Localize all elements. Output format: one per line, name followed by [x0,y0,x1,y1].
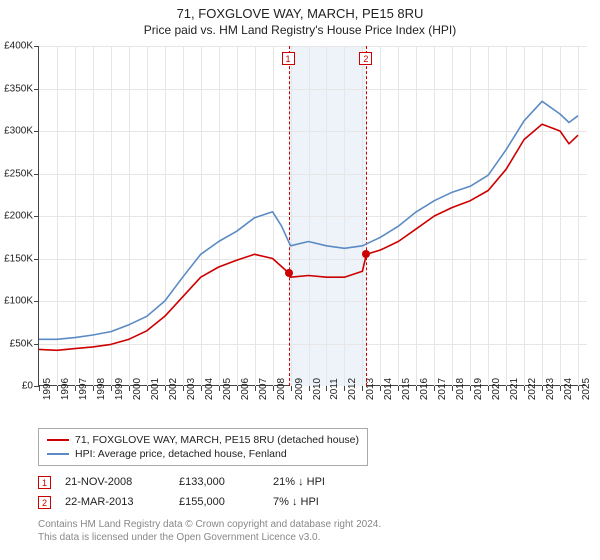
chart-title: 71, FOXGLOVE WAY, MARCH, PE15 8RU [0,0,600,21]
x-tick [560,386,561,391]
x-tick [542,386,543,391]
y-axis-label: £100K [4,296,33,307]
transaction-row-marker: 1 [38,476,51,489]
transaction-price: £133,000 [179,476,259,488]
transaction-marker-label: 1 [282,52,295,65]
y-axis-label: £300K [4,126,33,137]
x-tick [326,386,327,391]
footer-line-2: This data is licensed under the Open Gov… [38,531,381,544]
x-tick [578,386,579,391]
x-tick [452,386,453,391]
transaction-price: £155,000 [179,496,259,508]
x-tick [183,386,184,391]
x-tick [219,386,220,391]
transaction-date: 22-MAR-2013 [65,496,165,508]
y-axis-label: £350K [4,83,33,94]
legend-item: HPI: Average price, detached house, Fenl… [47,447,359,461]
legend-label: HPI: Average price, detached house, Fenl… [75,448,287,460]
x-tick [201,386,202,391]
transaction-row-marker: 2 [38,496,51,509]
chart-container: 71, FOXGLOVE WAY, MARCH, PE15 8RU Price … [0,0,600,560]
transaction-dot [362,250,370,258]
x-tick [344,386,345,391]
x-tick [129,386,130,391]
x-tick [255,386,256,391]
x-tick [434,386,435,391]
x-tick [93,386,94,391]
x-tick [488,386,489,391]
x-tick [39,386,40,391]
legend-swatch [47,439,69,441]
chart-subtitle: Price paid vs. HM Land Registry's House … [0,21,600,37]
x-tick [309,386,310,391]
x-tick [362,386,363,391]
x-tick [75,386,76,391]
transaction-date: 21-NOV-2008 [65,476,165,488]
x-tick [57,386,58,391]
x-tick [273,386,274,391]
x-tick [398,386,399,391]
y-axis-label: £50K [10,338,33,349]
x-tick [416,386,417,391]
transaction-hpi-diff: 7% ↓ HPI [273,496,353,508]
x-tick [506,386,507,391]
x-tick [237,386,238,391]
legend-label: 71, FOXGLOVE WAY, MARCH, PE15 8RU (detac… [75,434,359,446]
chart-plot-outer: £0£50K£100K£150K£200K£250K£300K£350K£400… [38,46,586,386]
y-axis-label: £250K [4,168,33,179]
series-line [39,101,578,339]
x-tick [470,386,471,391]
transaction-dot [285,269,293,277]
footer-line-1: Contains HM Land Registry data © Crown c… [38,518,381,531]
y-axis-label: £0 [22,381,33,392]
x-tick [291,386,292,391]
legend-item: 71, FOXGLOVE WAY, MARCH, PE15 8RU (detac… [47,433,359,447]
x-tick [111,386,112,391]
transaction-hpi-diff: 21% ↓ HPI [273,476,353,488]
transaction-row: 2 22-MAR-2013 £155,000 7% ↓ HPI [38,492,353,512]
y-axis-label: £200K [4,211,33,222]
legend-box: 71, FOXGLOVE WAY, MARCH, PE15 8RU (detac… [38,428,368,466]
x-tick [380,386,381,391]
footer-attribution: Contains HM Land Registry data © Crown c… [38,518,381,544]
x-tick [524,386,525,391]
y-axis-label: £400K [4,41,33,52]
x-tick [165,386,166,391]
y-axis-label: £150K [4,253,33,264]
transaction-marker-label: 2 [359,52,372,65]
transaction-row: 1 21-NOV-2008 £133,000 21% ↓ HPI [38,472,353,492]
x-tick [147,386,148,391]
series-layer [39,46,587,386]
transactions-table: 1 21-NOV-2008 £133,000 21% ↓ HPI 2 22-MAR-201… [38,472,353,512]
series-line [39,124,578,350]
plot-area: £0£50K£100K£150K£200K£250K£300K£350K£400… [38,46,586,386]
legend-swatch [47,453,69,455]
